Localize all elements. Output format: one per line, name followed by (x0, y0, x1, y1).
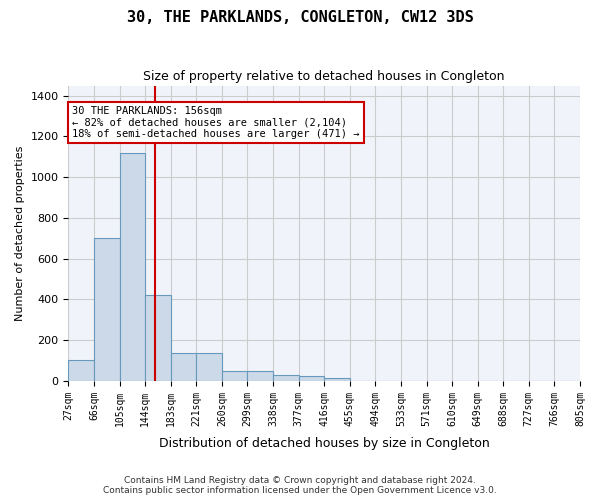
Bar (145, 296, 171, 381)
Y-axis label: Number of detached properties: Number of detached properties (15, 146, 25, 321)
Bar (119, 153, 145, 381)
X-axis label: Distribution of detached houses by size in Congleton: Distribution of detached houses by size … (159, 437, 490, 450)
Title: Size of property relative to detached houses in Congleton: Size of property relative to detached ho… (143, 70, 505, 83)
Text: 30 THE PARKLANDS: 156sqm
← 82% of detached houses are smaller (2,104)
18% of sem: 30 THE PARKLANDS: 156sqm ← 82% of detach… (72, 106, 360, 139)
Text: 30, THE PARKLANDS, CONGLETON, CW12 3DS: 30, THE PARKLANDS, CONGLETON, CW12 3DS (127, 10, 473, 25)
Text: Contains HM Land Registry data © Crown copyright and database right 2024.
Contai: Contains HM Land Registry data © Crown c… (103, 476, 497, 495)
Bar (196, 354, 222, 381)
Bar (222, 370, 247, 381)
Bar (247, 370, 273, 381)
Bar (273, 375, 299, 381)
Bar (299, 376, 324, 381)
Bar (324, 378, 350, 381)
Bar (94, 238, 119, 381)
Bar (171, 354, 196, 381)
Bar (68, 360, 94, 381)
